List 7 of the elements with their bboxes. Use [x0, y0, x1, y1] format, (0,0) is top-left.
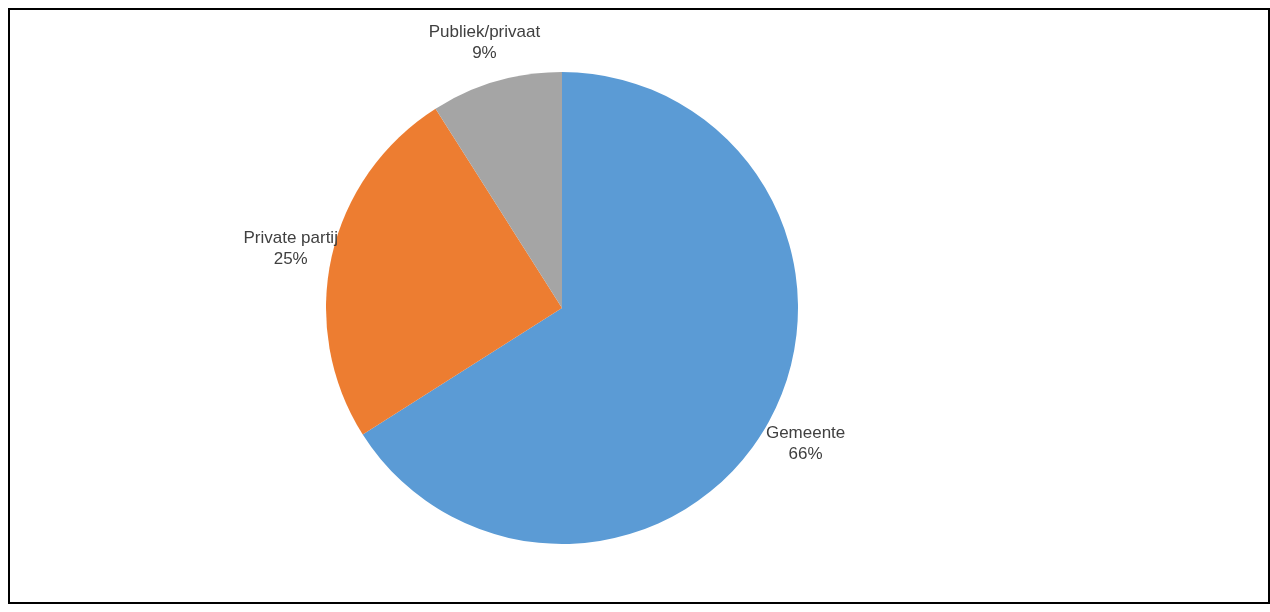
slice-label: Publiek/privaat — [428, 22, 541, 42]
pie-slice — [435, 72, 562, 308]
slice-label: Gemeente — [765, 422, 846, 442]
slice-label: Private partij — [243, 228, 338, 248]
data-label: 66% — [788, 443, 823, 463]
data-label: 9% — [472, 43, 497, 63]
data-label: 25% — [273, 249, 308, 269]
